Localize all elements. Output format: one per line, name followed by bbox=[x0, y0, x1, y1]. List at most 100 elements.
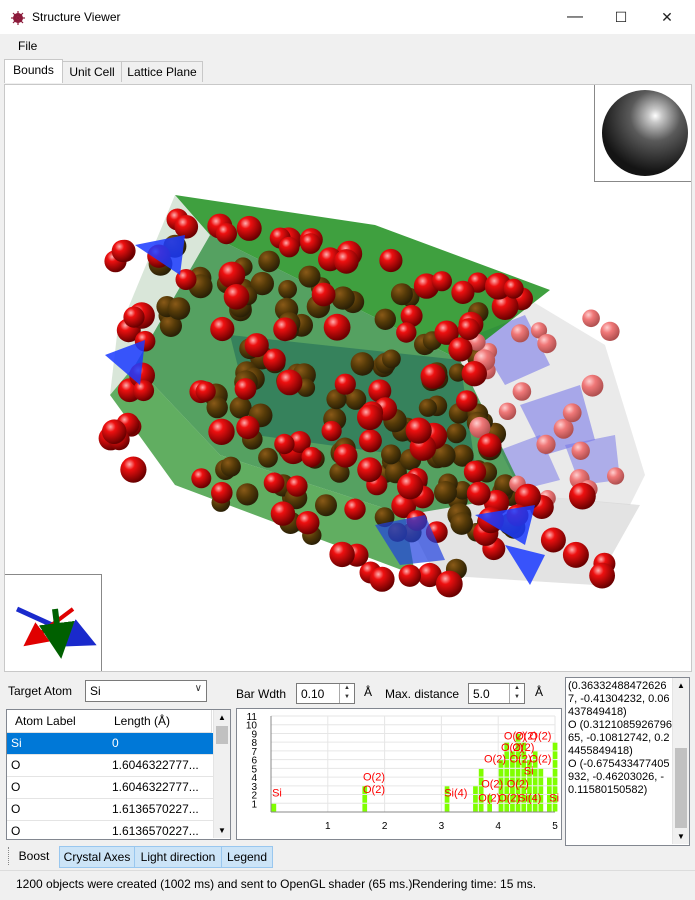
table-row-atom-label[interactable]: O bbox=[7, 799, 112, 821]
scroll-up-icon[interactable]: ▲ bbox=[677, 681, 685, 690]
histogram-bars bbox=[271, 734, 558, 812]
histogram-bar-cell bbox=[362, 786, 368, 794]
histogram-bar-cell bbox=[478, 786, 484, 794]
scroll-up-icon[interactable]: ▲ bbox=[218, 713, 226, 722]
table-row-atom-label[interactable]: Si bbox=[7, 733, 112, 755]
table-scrollbar[interactable]: ▲ ▼ bbox=[213, 710, 230, 838]
o-atom-faded bbox=[536, 434, 556, 454]
o-atom bbox=[431, 271, 452, 292]
table-row-length[interactable]: 1.6136570227... bbox=[108, 799, 217, 821]
crystal-axes-indicator bbox=[5, 574, 102, 671]
close-button[interactable]: ✕ bbox=[661, 9, 673, 25]
histogram-bar-cell bbox=[527, 768, 532, 777]
scroll-thumb[interactable] bbox=[216, 726, 228, 744]
o-atom-faded bbox=[537, 334, 557, 354]
histogram-bar-cell bbox=[515, 742, 521, 751]
histogram-bar-cell bbox=[527, 795, 532, 803]
histogram-bar-cell bbox=[547, 777, 552, 786]
max-distance-stepper[interactable]: 5.0 ▲ ▼ bbox=[468, 683, 525, 704]
o-atom bbox=[466, 481, 491, 506]
light-sphere-icon[interactable] bbox=[595, 85, 691, 181]
histogram-bar-cell bbox=[552, 803, 558, 812]
legend-button[interactable]: Legend bbox=[221, 846, 273, 868]
o-atom bbox=[223, 284, 250, 310]
y-tick-label: 9 bbox=[251, 729, 257, 740]
scroll-down-icon[interactable]: ▼ bbox=[677, 832, 685, 841]
histogram-bar-cell bbox=[504, 751, 510, 760]
histogram-bar-cell bbox=[498, 803, 504, 812]
histogram-bar-cell bbox=[510, 760, 515, 768]
histogram-bar-cell bbox=[515, 734, 521, 742]
boost-button[interactable]: Boost bbox=[18, 849, 50, 863]
crystal-structure-render[interactable] bbox=[5, 85, 691, 671]
o-atom bbox=[111, 239, 134, 263]
y-tick-label: 11 bbox=[247, 712, 258, 723]
histogram-bar-cell bbox=[547, 795, 552, 803]
coordinates-scrollbar[interactable]: ▲ ▼ bbox=[672, 678, 689, 844]
menu-file[interactable]: File bbox=[18, 39, 38, 53]
bar-width-unit: Å bbox=[364, 685, 373, 699]
o-atom bbox=[174, 215, 199, 239]
histogram-bar-cell bbox=[510, 803, 515, 812]
o-atom-faded bbox=[530, 322, 548, 339]
tab-lattice-plane[interactable]: Lattice Plane bbox=[121, 61, 203, 82]
si-atom bbox=[278, 280, 297, 299]
si-atom bbox=[167, 297, 191, 320]
o-atom bbox=[278, 236, 300, 258]
histogram-labels: Si O(2)O(2)Si(4) O(2)O(2)O(2)O(2)O(2)O(2)O… bbox=[272, 731, 559, 805]
bar-width-label: Bar Wdth bbox=[236, 687, 287, 701]
scroll-thumb[interactable] bbox=[675, 748, 687, 828]
o-atom bbox=[274, 433, 295, 455]
crystal-axes-button[interactable]: Crystal Axes bbox=[59, 846, 135, 868]
o-atom bbox=[296, 511, 320, 535]
o-atom bbox=[435, 570, 463, 598]
histogram-bar-cell bbox=[478, 768, 484, 777]
histogram-bar-cell bbox=[515, 760, 521, 768]
tab-unit-cell[interactable]: Unit Cell bbox=[62, 61, 122, 82]
o-atom bbox=[215, 223, 237, 245]
histogram-bar-cell bbox=[521, 760, 527, 768]
minimize-button[interactable]: — bbox=[567, 8, 583, 25]
o-atom-faded bbox=[600, 321, 620, 341]
spin-updown-icon[interactable]: ▲ ▼ bbox=[509, 684, 524, 703]
spin-updown-icon[interactable]: ▲ ▼ bbox=[339, 684, 354, 703]
tetrahedron bbox=[135, 235, 185, 275]
histogram-bar-cell bbox=[515, 803, 521, 812]
scroll-down-icon[interactable]: ▼ bbox=[218, 826, 226, 835]
si-atom bbox=[382, 349, 401, 369]
structure-3d-viewport[interactable] bbox=[4, 84, 692, 672]
histogram-bar-cell bbox=[538, 786, 544, 794]
app-icon bbox=[11, 11, 25, 25]
table-row-atom-label[interactable]: O bbox=[7, 821, 112, 839]
si-atom bbox=[159, 314, 182, 337]
table-row-atom-label[interactable]: O bbox=[7, 755, 112, 777]
o-atom bbox=[477, 433, 502, 458]
histogram-bar-cell bbox=[521, 768, 527, 777]
table-row-length[interactable]: 1.6136570227... bbox=[108, 821, 217, 839]
coordinates-textbox[interactable]: (0.363324884726267, -0.41304232, 0.06437… bbox=[565, 677, 690, 846]
tab-bounds[interactable]: Bounds bbox=[4, 59, 63, 83]
light-direction-button[interactable]: Light direction bbox=[134, 846, 222, 868]
table-row-length[interactable]: 1.6046322777... bbox=[108, 755, 217, 777]
column-header-length[interactable]: Length (Å) bbox=[108, 710, 212, 733]
o-atom bbox=[396, 322, 417, 343]
table-row-length[interactable]: 1.6046322777... bbox=[108, 777, 217, 799]
target-atom-select[interactable]: Si ∨ bbox=[85, 680, 207, 702]
bar-width-stepper[interactable]: 0.10 ▲ ▼ bbox=[296, 683, 355, 704]
maximize-button[interactable]: ☐ bbox=[614, 9, 628, 25]
table-row-atom-label[interactable]: O bbox=[7, 777, 112, 799]
histogram-bar-cell bbox=[473, 795, 478, 803]
histogram-bar-cell bbox=[515, 768, 521, 777]
histogram-bar-cell bbox=[498, 768, 504, 777]
histogram-bar-cell bbox=[538, 803, 544, 812]
max-distance-unit: Å bbox=[535, 685, 544, 699]
o-atom bbox=[456, 390, 478, 412]
column-header-atom-label[interactable]: Atom Label bbox=[7, 710, 116, 733]
histogram-bar-cell bbox=[532, 777, 538, 786]
light-direction-preview[interactable] bbox=[594, 85, 691, 182]
o-atom bbox=[457, 318, 480, 341]
si-atom bbox=[315, 494, 337, 517]
o-atom-faded bbox=[571, 441, 590, 460]
histogram-bar-cell bbox=[515, 751, 521, 760]
table-row-length[interactable]: 0 bbox=[108, 733, 217, 755]
